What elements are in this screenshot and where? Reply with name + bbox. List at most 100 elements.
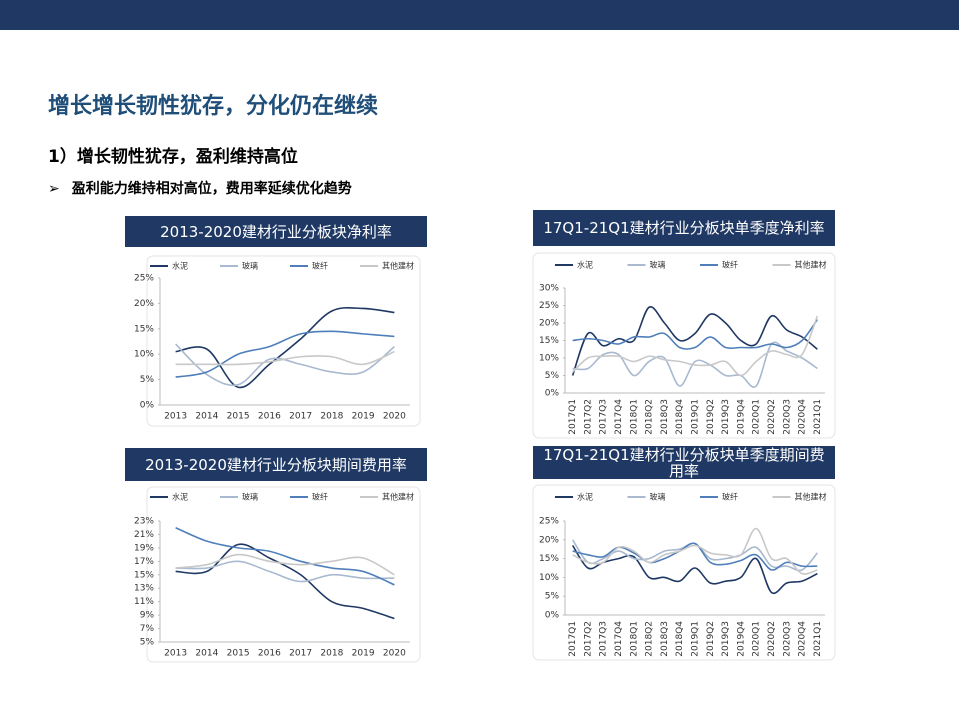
x-tick-label: 2017 bbox=[289, 412, 312, 422]
x-tick-label: 2020Q3 bbox=[782, 399, 792, 435]
x-tick-label: 2016 bbox=[258, 412, 281, 422]
legend-label: 水泥 bbox=[172, 492, 188, 502]
x-tick-label: 2018Q4 bbox=[675, 399, 685, 435]
y-tick-label: 10% bbox=[539, 573, 559, 583]
x-tick-label: 2017Q3 bbox=[599, 399, 609, 435]
y-tick-label: 23% bbox=[134, 517, 154, 527]
series-line bbox=[571, 544, 818, 595]
x-tick-label: 2019Q3 bbox=[721, 621, 731, 657]
y-tick-label: 30% bbox=[539, 284, 559, 294]
legend-label: 玻纤 bbox=[722, 260, 738, 270]
x-tick-label: 2021Q1 bbox=[813, 399, 823, 435]
chart-title: 2013-2020建材行业分板块期间费用率 bbox=[125, 448, 427, 481]
x-tick-label: 2017 bbox=[289, 649, 312, 659]
x-tick-label: 2017Q1 bbox=[568, 621, 578, 657]
y-tick-label: 15% bbox=[134, 324, 154, 334]
y-tick-label: 20% bbox=[539, 535, 559, 545]
chart-frame bbox=[532, 252, 836, 439]
x-tick-label: 2016 bbox=[258, 649, 281, 659]
bullet-marker: ➢ bbox=[48, 181, 60, 197]
y-tick-label: 10% bbox=[134, 350, 154, 360]
legend-label: 玻璃 bbox=[242, 261, 258, 271]
x-tick-label: 2015 bbox=[227, 649, 250, 659]
top-bar bbox=[0, 0, 959, 30]
slide-subtitle: 1）增长韧性犹存，盈利维持高位 bbox=[48, 147, 298, 167]
x-tick-label: 2014 bbox=[195, 412, 218, 422]
x-tick-label: 2018Q1 bbox=[629, 621, 639, 657]
y-tick-label: 0% bbox=[545, 389, 560, 399]
y-tick-label: 20% bbox=[539, 319, 559, 329]
y-tick-label: 19% bbox=[134, 543, 154, 553]
x-tick-label: 2018Q4 bbox=[675, 621, 685, 657]
series-line bbox=[175, 306, 395, 389]
series-line bbox=[175, 543, 395, 620]
x-tick-label: 2017Q2 bbox=[583, 621, 593, 657]
chart-frame bbox=[532, 484, 836, 661]
x-tick-label: 2020Q1 bbox=[752, 621, 762, 657]
y-tick-label: 9% bbox=[140, 611, 155, 621]
y-tick-label: 25% bbox=[134, 274, 154, 284]
y-tick-label: 25% bbox=[539, 301, 559, 311]
x-tick-label: 2020Q3 bbox=[782, 621, 792, 657]
y-tick-label: 10% bbox=[539, 354, 559, 364]
series-line bbox=[175, 553, 395, 576]
x-tick-label: 2019Q4 bbox=[736, 621, 746, 657]
y-tick-label: 15% bbox=[134, 570, 154, 580]
x-tick-label: 2019Q3 bbox=[721, 399, 731, 435]
legend-label: 其他建材 bbox=[382, 261, 414, 271]
series-line bbox=[572, 527, 818, 575]
y-tick-label: 5% bbox=[140, 638, 155, 648]
x-tick-label: 2019Q2 bbox=[706, 621, 716, 657]
x-tick-label: 2018Q2 bbox=[645, 399, 655, 435]
chart-title: 17Q1-21Q1建材行业分板块单季度净利率 bbox=[533, 210, 835, 246]
bullet-text: 盈利能力维持相对高位，费用率延续优化趋势 bbox=[71, 181, 352, 197]
legend-label: 水泥 bbox=[577, 492, 593, 502]
series-line bbox=[175, 330, 395, 378]
legend-label: 其他建材 bbox=[795, 260, 827, 270]
x-tick-label: 2020Q2 bbox=[767, 621, 777, 657]
legend-label: 玻璃 bbox=[650, 492, 666, 502]
y-tick-label: 5% bbox=[545, 371, 560, 381]
legend-label: 水泥 bbox=[172, 261, 188, 271]
y-tick-label: 0% bbox=[140, 401, 155, 411]
legend-label: 玻纤 bbox=[312, 261, 328, 271]
x-tick-label: 2018Q3 bbox=[660, 621, 670, 657]
x-tick-label: 2018 bbox=[320, 412, 343, 422]
y-tick-label: 21% bbox=[134, 530, 154, 540]
x-tick-label: 2020Q4 bbox=[798, 621, 808, 657]
x-tick-label: 2013 bbox=[164, 412, 187, 422]
y-tick-label: 15% bbox=[539, 554, 559, 564]
series-line bbox=[175, 350, 395, 366]
legend-label: 水泥 bbox=[577, 260, 593, 270]
chart-frame bbox=[146, 255, 421, 427]
x-tick-label: 2017Q4 bbox=[614, 621, 624, 657]
y-tick-label: 15% bbox=[539, 336, 559, 346]
x-tick-label: 2020 bbox=[383, 649, 406, 659]
y-tick-label: 7% bbox=[140, 624, 155, 634]
series-line bbox=[572, 319, 819, 350]
x-tick-label: 2018Q2 bbox=[645, 621, 655, 657]
series-line bbox=[571, 306, 818, 376]
x-tick-label: 2018Q1 bbox=[629, 399, 639, 435]
legend-label: 其他建材 bbox=[795, 492, 827, 502]
series-line bbox=[572, 542, 818, 571]
x-tick-label: 2019 bbox=[352, 412, 375, 422]
x-tick-label: 2020Q2 bbox=[767, 399, 777, 435]
legend-label: 其他建材 bbox=[382, 492, 414, 502]
x-tick-label: 2021Q1 bbox=[813, 621, 823, 657]
y-tick-label: 20% bbox=[134, 299, 154, 309]
x-tick-label: 2018 bbox=[320, 649, 343, 659]
y-tick-label: 11% bbox=[134, 597, 154, 607]
y-tick-label: 25% bbox=[539, 517, 559, 527]
x-tick-label: 2017Q3 bbox=[599, 621, 609, 657]
x-tick-label: 2019Q1 bbox=[691, 399, 701, 435]
chart-frame bbox=[146, 486, 421, 663]
y-tick-label: 13% bbox=[134, 584, 154, 594]
legend-label: 玻璃 bbox=[650, 260, 666, 270]
chart-title: 2013-2020建材行业分板块净利率 bbox=[125, 216, 427, 247]
legend-label: 玻璃 bbox=[242, 492, 258, 502]
x-tick-label: 2020Q1 bbox=[752, 399, 762, 435]
x-tick-label: 2019Q4 bbox=[736, 399, 746, 435]
